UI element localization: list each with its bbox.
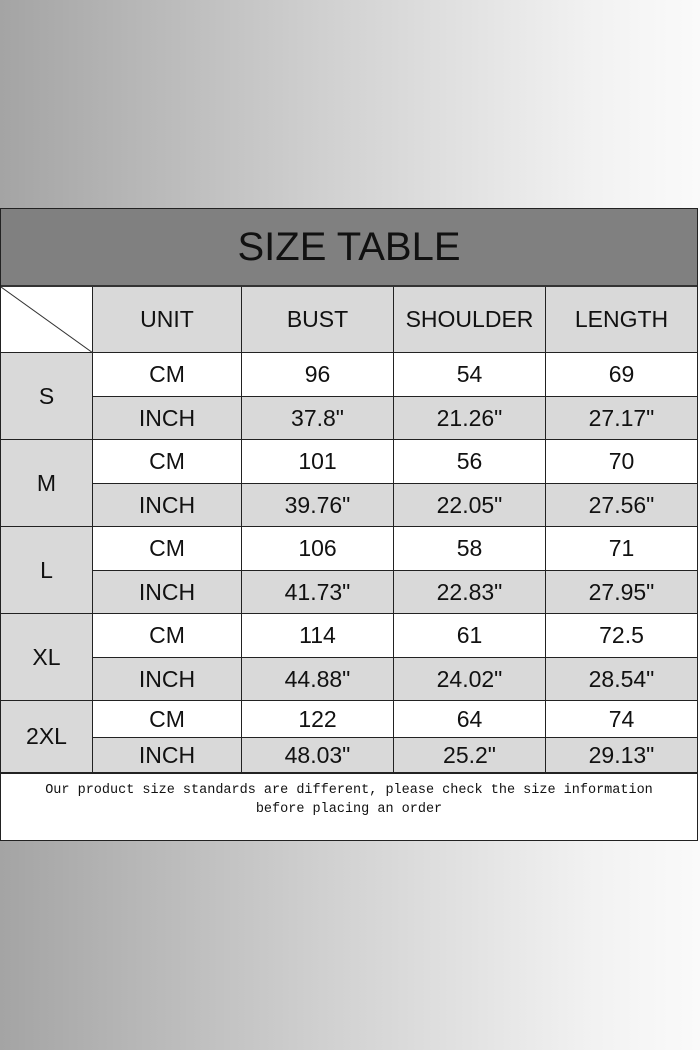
- value-cell: 28.54": [546, 658, 698, 701]
- value-cell: 72.5: [546, 614, 698, 658]
- footer-line-1: Our product size standards are different…: [45, 783, 653, 798]
- size-label: S: [1, 353, 93, 440]
- size-label: L: [1, 527, 93, 614]
- size-label: XL: [1, 614, 93, 701]
- value-cell: 41.73": [242, 571, 394, 614]
- corner-cell: [1, 287, 93, 353]
- value-cell: 24.02": [394, 658, 546, 701]
- value-cell: 39.76": [242, 484, 394, 527]
- diagonal-line-icon: [1, 287, 93, 353]
- value-cell: 22.83": [394, 571, 546, 614]
- value-cell: 101: [242, 440, 394, 484]
- unit-cell: CM: [93, 701, 242, 738]
- value-cell: 25.2": [394, 738, 546, 773]
- unit-cell: INCH: [93, 738, 242, 773]
- value-cell: 61: [394, 614, 546, 658]
- unit-cell: CM: [93, 527, 242, 571]
- unit-cell: CM: [93, 353, 242, 397]
- value-cell: 122: [242, 701, 394, 738]
- value-cell: 48.03": [242, 738, 394, 773]
- value-cell: 74: [546, 701, 698, 738]
- value-cell: 69: [546, 353, 698, 397]
- size-table: SIZE TABLE UNIT BUST SHOULDER LENGTH S CM 96 54…: [0, 208, 698, 841]
- value-cell: 56: [394, 440, 546, 484]
- value-cell: 70: [546, 440, 698, 484]
- footer-line-2: before placing an order: [255, 802, 443, 817]
- unit-cell: INCH: [93, 484, 242, 527]
- value-cell: 106: [242, 527, 394, 571]
- value-cell: 96: [242, 353, 394, 397]
- value-cell: 71: [546, 527, 698, 571]
- value-cell: 21.26": [394, 397, 546, 440]
- unit-cell: INCH: [93, 571, 242, 614]
- value-cell: 64: [394, 701, 546, 738]
- unit-cell: CM: [93, 440, 242, 484]
- value-cell: 29.13": [546, 738, 698, 773]
- value-cell: 114: [242, 614, 394, 658]
- table-title: SIZE TABLE: [1, 209, 697, 287]
- unit-cell: INCH: [93, 397, 242, 440]
- size-label: M: [1, 440, 93, 527]
- value-cell: 58: [394, 527, 546, 571]
- value-cell: 27.95": [546, 571, 698, 614]
- value-cell: 22.05": [394, 484, 546, 527]
- value-cell: 37.8": [242, 397, 394, 440]
- value-cell: 27.17": [546, 397, 698, 440]
- value-cell: 27.56": [546, 484, 698, 527]
- size-label: 2XL: [1, 701, 93, 773]
- header-unit: UNIT: [93, 287, 242, 353]
- footer-note: Our product size standards are different…: [1, 773, 697, 841]
- header-shoulder: SHOULDER: [394, 287, 546, 353]
- value-cell: 44.88": [242, 658, 394, 701]
- unit-cell: INCH: [93, 658, 242, 701]
- unit-cell: CM: [93, 614, 242, 658]
- header-bust: BUST: [242, 287, 394, 353]
- header-length: LENGTH: [546, 287, 698, 353]
- value-cell: 54: [394, 353, 546, 397]
